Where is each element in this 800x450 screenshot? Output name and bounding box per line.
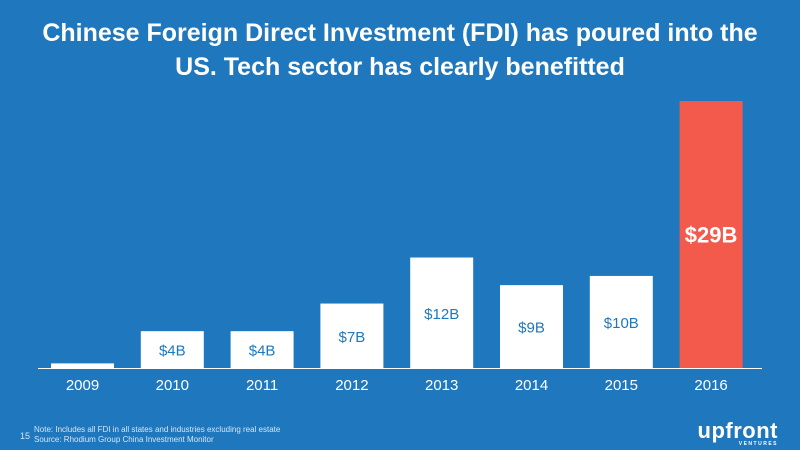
x-tick-label-2011: 2011 — [246, 377, 278, 394]
bar-value-label-2013: $12B — [424, 306, 459, 323]
x-tick-label-2016: 2016 — [694, 377, 727, 394]
bar-value-label-2016: $29B — [685, 223, 738, 248]
upfront-ventures-logo: upfront VENTURES — [697, 418, 778, 448]
x-tick-label-2012: 2012 — [335, 377, 368, 394]
bar-2009 — [51, 363, 114, 368]
page-number: 15 — [20, 431, 31, 441]
bar-2010 — [140, 331, 204, 368]
x-tick-label-2014: 2014 — [515, 377, 548, 394]
page-title: Chinese Foreign Direct Investment (FDI) … — [42, 19, 758, 81]
x-tick-label-2009: 2009 — [66, 377, 99, 394]
x-tick-label-2015: 2015 — [605, 377, 638, 394]
bar-2014 — [500, 285, 563, 368]
bar-2013 — [410, 257, 474, 368]
footnotes: Note: Includes all FDI in all states and… — [34, 425, 280, 445]
bar-value-label-2014: $9B — [518, 320, 545, 337]
bar-value-label-2015: $10B — [604, 315, 639, 332]
bar-2012 — [320, 303, 384, 368]
bar-2011 — [230, 331, 294, 368]
x-tick-label-2013: 2013 — [425, 377, 458, 394]
footnote-note: Note: Includes all FDI in all states and… — [34, 425, 281, 434]
bar-value-label-2011: $4B — [249, 343, 276, 360]
x-tick-label-2010: 2010 — [156, 377, 189, 394]
bar-value-label-2010: $4B — [159, 343, 186, 360]
logo-subtext: VENTURES — [738, 441, 778, 447]
bar-value-label-2012: $7B — [339, 329, 366, 346]
bar-2015 — [589, 275, 653, 368]
bar-2016 — [679, 101, 743, 368]
logo-wordmark: upfront — [697, 418, 778, 443]
footnote-source: Source: Rhodium Group China Investment M… — [34, 435, 214, 444]
